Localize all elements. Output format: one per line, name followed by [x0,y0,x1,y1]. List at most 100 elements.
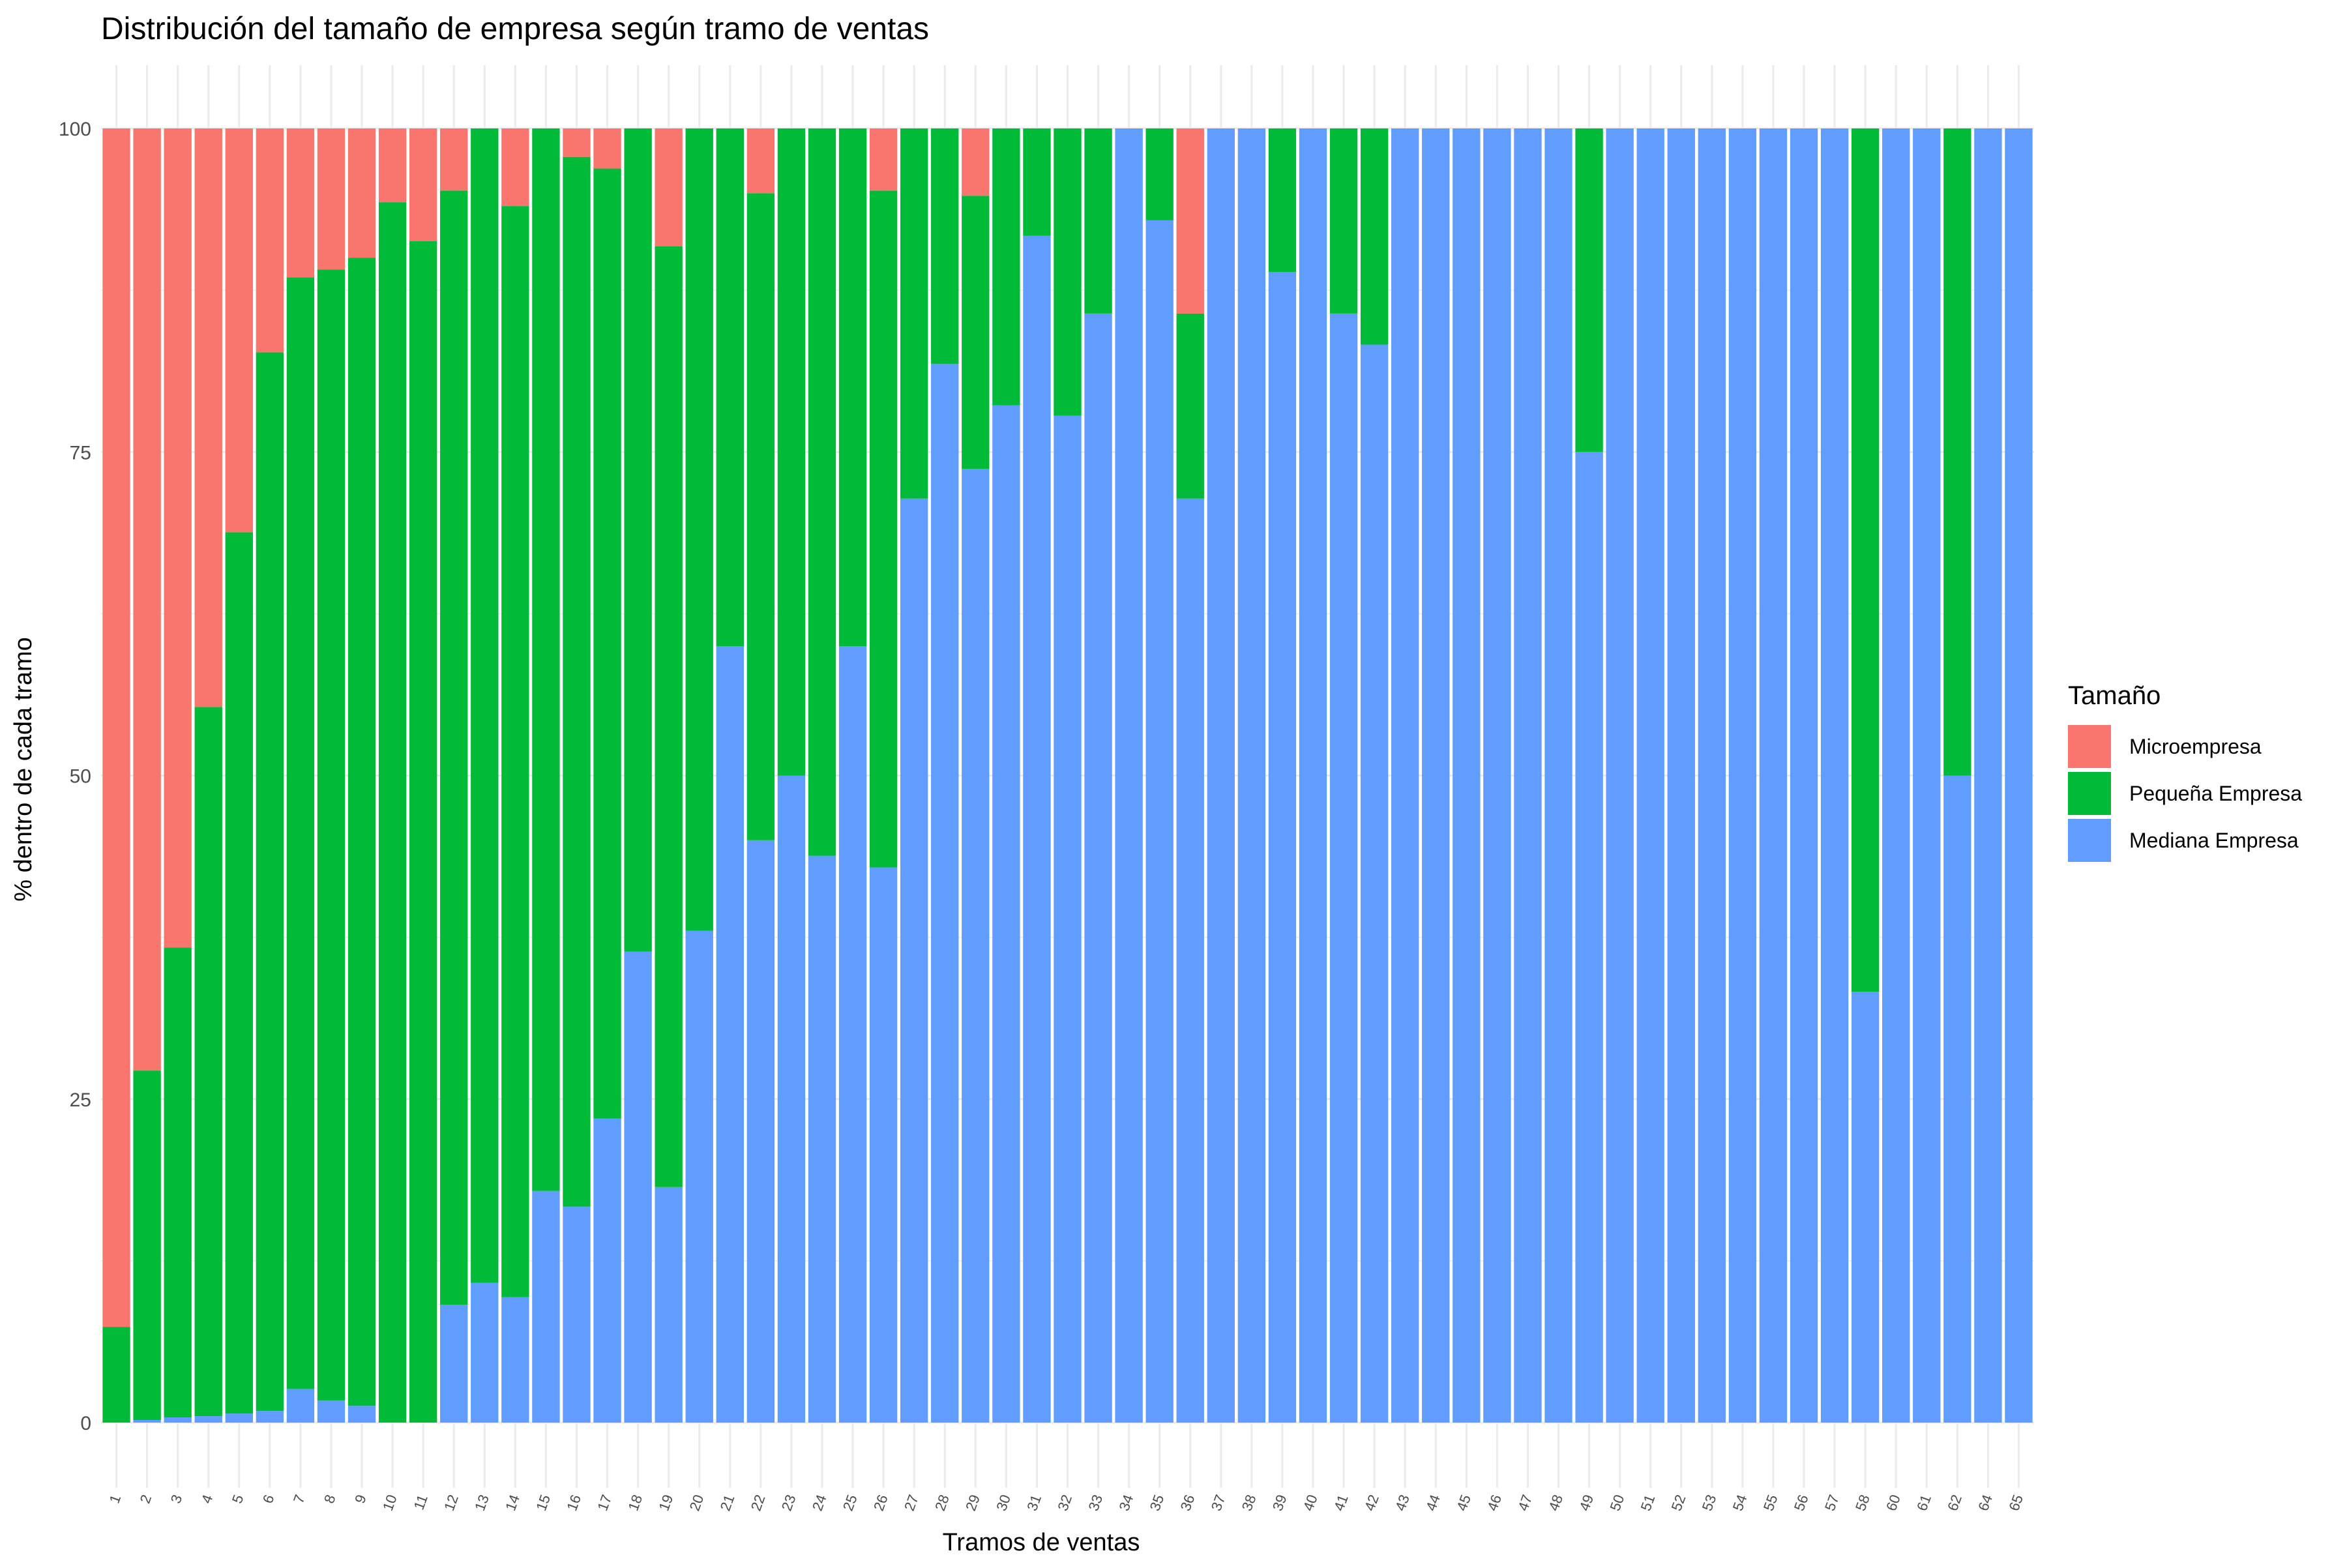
bar-mediana-21 [716,646,744,1423]
bar-mediana-64 [1974,128,2002,1423]
bar-mediana-15 [532,1191,560,1423]
bar-pequena-32 [1054,128,1082,416]
bar-micro-12 [440,128,468,191]
bar-pequena-35 [1145,128,1174,220]
bar-micro-36 [1176,128,1204,314]
bar-micro-26 [869,128,898,191]
y-tick-label: 25 [70,1089,91,1111]
bar-pequena-27 [900,128,928,499]
bar-pequena-62 [1943,128,1971,776]
bar-mediana-45 [1453,128,1481,1423]
bar-pequena-16 [563,156,591,1207]
bar-mediana-50 [1606,128,1634,1423]
y-axis-ticks: 0 25 50 75 100 [59,119,91,1434]
bar-mediana-14 [501,1297,529,1423]
bar-pequena-3 [164,947,192,1418]
legend-title: Tamaño [2068,681,2161,710]
bar-mediana-28 [931,364,959,1423]
y-tick-label: 100 [59,119,91,140]
legend-label-pequena: Pequeña Empresa [2129,782,2302,805]
bar-micro-29 [962,128,990,196]
bar-mediana-55 [1759,128,1788,1423]
bar-mediana-30 [992,405,1020,1423]
bar-pequena-4 [194,707,222,1417]
bar-mediana-7 [286,1389,315,1423]
bar-pequena-41 [1329,128,1358,314]
bar-mediana-51 [1636,128,1664,1423]
bar-mediana-60 [1882,128,1910,1423]
bar-mediana-42 [1360,344,1389,1423]
bar-mediana-38 [1237,128,1266,1423]
bar-mediana-25 [838,646,867,1423]
bar-micro-3 [164,128,192,948]
bar-pequena-6 [256,352,284,1412]
bar-pequena-8 [317,269,346,1401]
bar-mediana-18 [624,951,652,1423]
bar-mediana-44 [1422,128,1450,1423]
bar-mediana-31 [1023,235,1051,1423]
bar-mediana-20 [685,930,713,1423]
bar-mediana-17 [593,1118,621,1423]
bar-pequena-9 [347,258,376,1406]
bar-mediana-61 [1913,128,1941,1423]
bar-pequena-20 [685,128,713,931]
bar-mediana-22 [746,840,775,1423]
legend-label-micro: Microempresa [2129,735,2262,758]
bar-pequena-11 [409,241,437,1423]
bar-mediana-49 [1575,452,1603,1423]
bar-micro-7 [286,128,315,278]
bar-mediana-43 [1391,128,1419,1423]
bar-micro-10 [378,128,407,203]
bar-pequena-2 [133,1071,161,1421]
bar-micro-5 [225,128,253,533]
bar-pequena-12 [440,190,468,1305]
y-tick-label: 50 [70,766,91,788]
bar-mediana-35 [1145,220,1174,1423]
bar-mediana-40 [1299,128,1327,1423]
bar-mediana-5 [225,1413,253,1423]
bar-mediana-62 [1943,775,1971,1423]
bar-mediana-58 [1851,991,1880,1423]
x-axis-label: Tramos de ventas [943,1529,1140,1556]
bar-pequena-26 [869,190,898,868]
bar-pequena-28 [931,128,959,364]
bar-mediana-48 [1544,128,1572,1423]
bar-mediana-36 [1176,498,1204,1423]
bar-pequena-19 [655,246,683,1187]
bar-mediana-12 [440,1305,468,1423]
bar-mediana-6 [256,1411,284,1423]
bar-micro-11 [409,128,437,241]
bar-micro-1 [102,128,130,1327]
bar-mediana-3 [164,1417,192,1423]
bar-micro-16 [563,128,591,157]
bar-pequena-17 [593,168,621,1119]
bar-pequena-36 [1176,313,1204,499]
bar-micro-8 [317,128,346,270]
y-tick-label: 75 [70,442,91,464]
legend-items: Microempresa Pequeña Empresa Mediana Empre… [2068,725,2302,862]
bar-mediana-27 [900,498,928,1423]
bar-mediana-56 [1790,128,1818,1423]
bar-pequena-29 [962,196,990,469]
bar-mediana-2 [133,1420,161,1423]
bar-micro-4 [194,128,222,707]
bar-mediana-57 [1820,128,1849,1423]
bar-mediana-41 [1329,313,1358,1423]
bar-pequena-24 [808,128,836,856]
bar-pequena-33 [1084,128,1112,314]
bar-micro-6 [256,128,284,353]
bar-pequena-21 [716,128,744,646]
bar-mediana-29 [962,469,990,1423]
bar-mediana-54 [1728,128,1757,1423]
bar-mediana-33 [1084,313,1112,1423]
bar-pequena-15 [532,128,560,1191]
bar-pequena-25 [838,128,867,646]
bar-mediana-4 [194,1416,222,1423]
bar-mediana-52 [1667,128,1695,1423]
y-axis-label: % dentro de cada tramo [10,637,37,902]
bar-mediana-23 [777,775,806,1423]
bar-mediana-24 [808,855,836,1423]
bar-micro-14 [501,128,529,207]
